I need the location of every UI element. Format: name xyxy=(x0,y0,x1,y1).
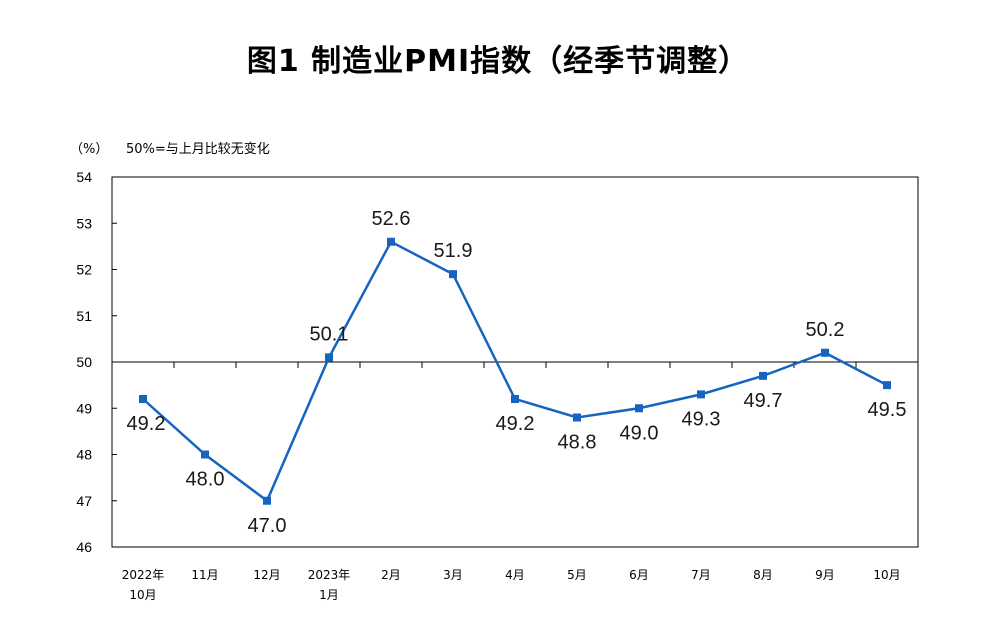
y-tick-label: 53 xyxy=(76,215,92,231)
data-label: 48.8 xyxy=(558,432,597,454)
y-tick-label: 54 xyxy=(76,169,92,185)
chart-title: 图1 制造业PMI指数（经季节调整） xyxy=(246,44,750,79)
x-tick-label: 9月 xyxy=(815,568,835,582)
data-label: 47.0 xyxy=(248,515,287,537)
x-tick-label: 10月 xyxy=(129,588,156,602)
y-tick-label: 47 xyxy=(76,493,92,509)
y-tick-label: 49 xyxy=(76,400,92,416)
data-label: 49.7 xyxy=(744,390,783,412)
data-point-marker xyxy=(635,404,643,413)
y-tick-label: 52 xyxy=(76,262,92,278)
y-tick-label: 46 xyxy=(76,539,92,555)
data-point-marker xyxy=(573,413,581,422)
x-tick-label: 2月 xyxy=(381,568,401,582)
x-tick-label: 12月 xyxy=(253,568,280,582)
y-tick-label: 51 xyxy=(76,308,92,324)
x-tick-label: 4月 xyxy=(505,568,525,582)
x-tick-label: 11月 xyxy=(191,568,218,582)
x-tick-label: 8月 xyxy=(753,568,773,582)
data-point-marker xyxy=(139,395,147,403)
data-label: 49.0 xyxy=(620,422,659,444)
data-point-marker xyxy=(697,390,705,399)
x-tick-label: 2022年 xyxy=(122,568,165,582)
x-tick-label: 1月 xyxy=(319,588,339,602)
data-point-marker xyxy=(821,348,829,357)
x-tick-label: 3月 xyxy=(443,568,463,582)
data-point-marker xyxy=(759,371,767,380)
data-label: 50.2 xyxy=(806,319,845,341)
x-tick-label: 6月 xyxy=(629,568,649,582)
y-tick-label: 50 xyxy=(76,354,92,370)
series-line xyxy=(142,240,888,503)
data-point-marker xyxy=(511,395,519,403)
x-tick-label: 7月 xyxy=(691,568,711,582)
data-label: 48.0 xyxy=(186,469,225,491)
data-point-marker xyxy=(449,270,457,279)
y-tick-label: 48 xyxy=(76,447,92,463)
data-point-marker xyxy=(201,450,209,459)
data-point-marker xyxy=(263,496,271,505)
data-label: 50.1 xyxy=(310,323,349,345)
data-label: 49.2 xyxy=(127,413,166,435)
data-label: 49.3 xyxy=(682,408,721,430)
x-tick-label: 5月 xyxy=(567,568,587,582)
data-point-marker xyxy=(387,237,395,246)
data-point-marker xyxy=(883,381,891,390)
data-label: 51.9 xyxy=(434,240,473,262)
x-tick-label: 2023年 xyxy=(308,568,351,582)
y-axis-unit: （%） xyxy=(70,142,109,157)
data-label: 52.6 xyxy=(372,208,411,230)
x-tick-label: 10月 xyxy=(873,568,900,582)
reference-note: 50%=与上月比较无变化 xyxy=(126,142,270,157)
data-point-marker xyxy=(325,353,333,362)
data-label: 49.5 xyxy=(868,399,907,421)
data-label: 49.2 xyxy=(496,413,535,435)
